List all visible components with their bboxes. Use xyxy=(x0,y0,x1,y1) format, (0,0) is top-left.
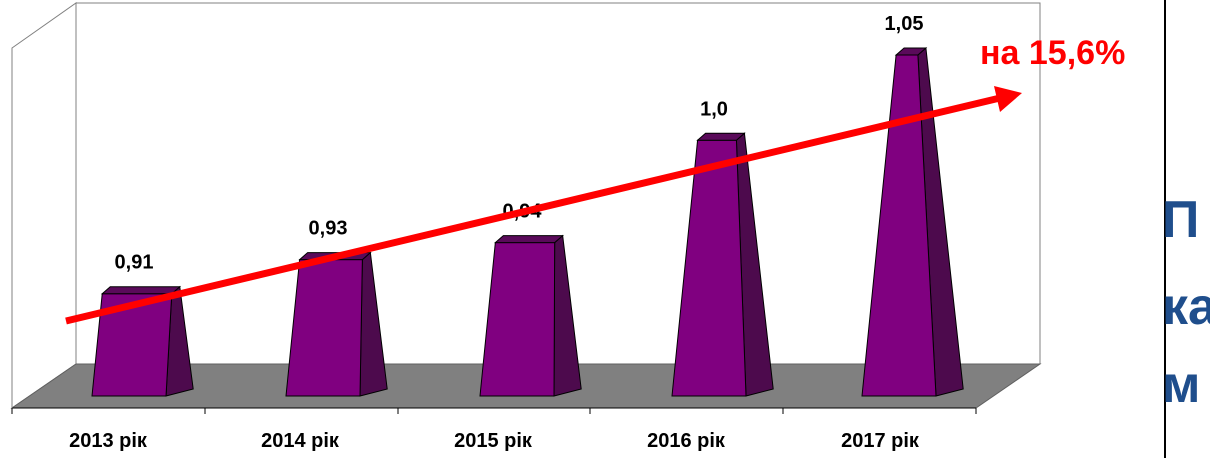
bar-top-face xyxy=(494,235,564,244)
bar-top-face xyxy=(100,286,182,295)
bar-5 xyxy=(861,47,964,397)
value-label: 0,93 xyxy=(309,218,348,240)
bar-1 xyxy=(91,285,194,397)
value-label: 1,0 xyxy=(700,98,728,120)
x-tick-label: 2013 рік xyxy=(69,430,148,452)
trend-arrow-head xyxy=(994,86,1022,112)
bar-2 xyxy=(285,251,388,397)
x-tick-label: 2016 рік xyxy=(647,430,726,452)
side-wall xyxy=(11,2,77,409)
trend-arrow xyxy=(65,86,1022,325)
side-text-line-3: м xyxy=(1162,356,1200,414)
growth-annotation: на 15,6% xyxy=(980,34,1125,72)
bar-4 xyxy=(671,132,774,397)
bar-top-face xyxy=(696,132,746,141)
side-text-line-2: ка xyxy=(1162,278,1210,336)
trend-arrow-line xyxy=(65,94,1001,325)
bar-front-face xyxy=(285,259,363,397)
x-ticks-group: 2013 рік 2014 рік 2015 рік 2016 рік 2017 рік xyxy=(11,408,977,452)
value-label: 0,91 xyxy=(115,252,154,274)
bar-top-face xyxy=(894,47,928,56)
x-tick-label: 2017 рік xyxy=(841,430,920,452)
bar-3 xyxy=(479,234,582,397)
side-text-line-1: П xyxy=(1162,191,1199,249)
x-tick-label: 2015 рік xyxy=(454,430,533,452)
x-tick-label: 2014 рік xyxy=(261,430,340,452)
value-label: 1,05 xyxy=(885,13,924,35)
